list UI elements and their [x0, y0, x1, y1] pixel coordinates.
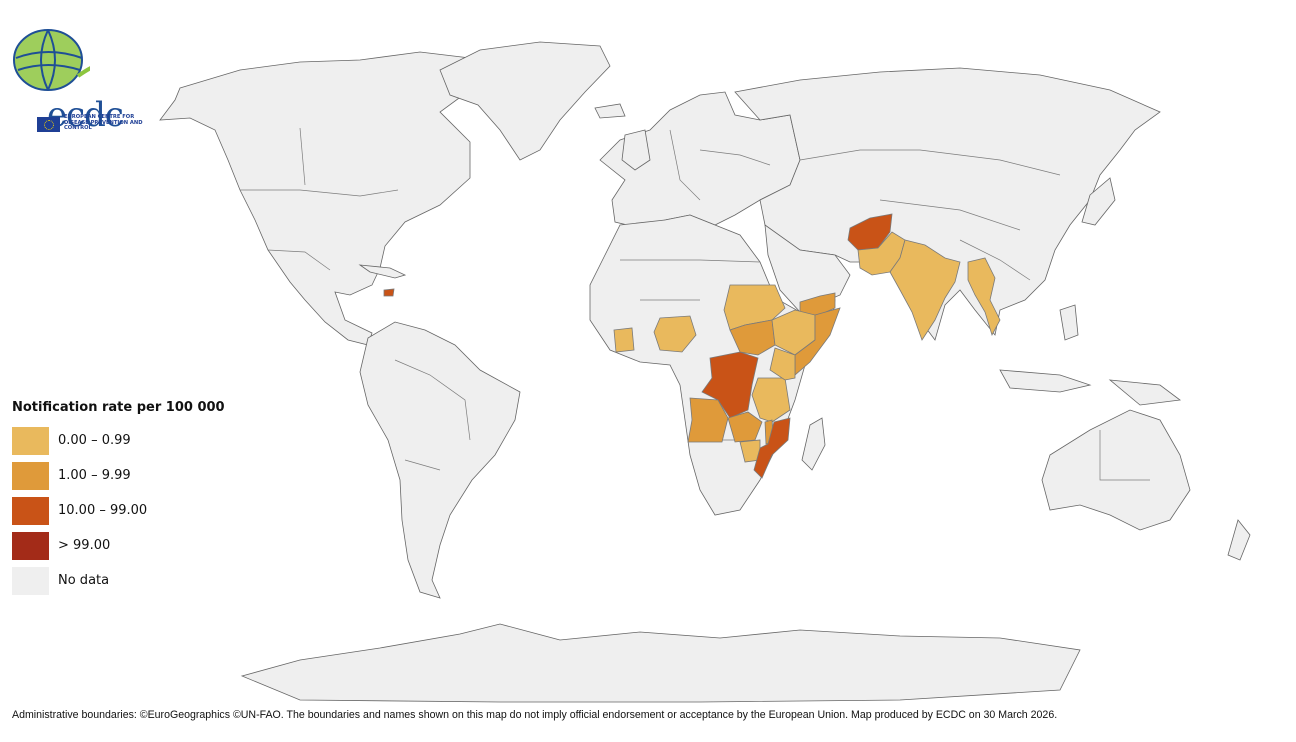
land-south-america	[359, 321, 521, 599]
map-legend: Notification rate per 100 000 0.00 – 0.9…	[12, 400, 272, 598]
legend-swatch	[12, 426, 49, 455]
legend-item: > 99.00	[12, 528, 272, 563]
land-new-guinea	[1108, 379, 1182, 406]
legend-swatch	[12, 566, 49, 595]
legend-item: 1.00 – 9.99	[12, 458, 272, 493]
legend-label: > 99.00	[58, 538, 111, 553]
legend-title: Notification rate per 100 000	[12, 400, 225, 415]
country-zambia	[727, 411, 763, 443]
land-iceland	[594, 103, 626, 119]
country-angola	[687, 397, 729, 443]
country-cote-divoire	[613, 327, 635, 353]
land-uk	[621, 129, 651, 171]
land-madagascar	[801, 417, 826, 471]
legend-label: 1.00 – 9.99	[58, 468, 131, 483]
globe-icon	[13, 29, 90, 91]
legend-label: 0.00 – 0.99	[58, 433, 131, 448]
land-no-data	[159, 41, 1251, 703]
countries-with-data	[383, 213, 1001, 479]
logo-subtitle: EUROPEAN CENTRE FOR DISEASE PREVENTION A…	[64, 114, 143, 132]
country-afghanistan	[847, 213, 893, 251]
land-indonesia	[999, 369, 1092, 393]
land-new-zealand	[1227, 519, 1251, 561]
legend-label: No data	[58, 573, 110, 588]
map-footer-credits: Administrative boundaries: ©EuroGeograph…	[12, 709, 1058, 721]
land-greenland	[439, 41, 611, 161]
country-mozambique	[753, 417, 791, 479]
legend-swatch	[12, 531, 49, 560]
country-india	[889, 239, 961, 341]
country-dr-congo	[701, 351, 759, 419]
land-australia	[1041, 409, 1191, 531]
land-philippines	[1059, 304, 1079, 341]
legend-item: 10.00 – 99.00	[12, 493, 272, 528]
country-borders	[240, 127, 1150, 481]
legend-label: 10.00 – 99.00	[58, 503, 148, 518]
country-nigeria	[653, 315, 697, 353]
legend-swatch	[12, 496, 49, 525]
legend-item: No data	[12, 563, 272, 598]
ecdc-logo: ecdc EUROPEAN CENTRE FOR DISEASE PREVENT…	[10, 28, 143, 136]
country-myanmar	[967, 257, 1001, 337]
land-arabia	[764, 224, 851, 313]
country-somalia	[794, 307, 841, 376]
legend-swatch	[12, 461, 49, 490]
land-cuba	[358, 264, 407, 279]
eu-flag-icon	[37, 117, 60, 132]
land-antarctica	[240, 623, 1081, 703]
country-kenya	[769, 347, 796, 381]
land-japan	[1081, 177, 1116, 226]
country-haiti	[383, 288, 395, 297]
legend-item: 0.00 – 0.99	[12, 423, 272, 458]
land-asia	[734, 67, 1161, 341]
